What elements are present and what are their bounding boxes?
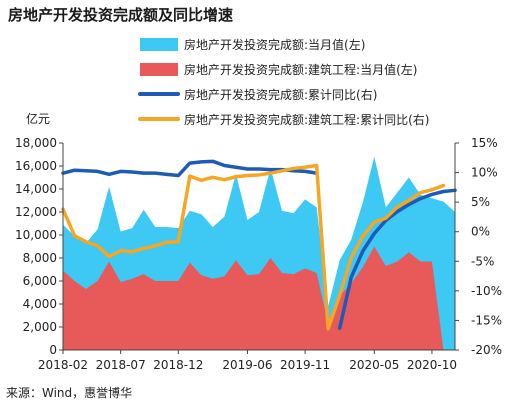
source-note: 来源：Wind，惠誉博华 bbox=[6, 386, 133, 400]
x-tick-label: 2019-06 bbox=[222, 358, 272, 372]
left-tick-label: 6,000 bbox=[23, 274, 57, 288]
legend-swatch-2 bbox=[140, 63, 178, 76]
left-tick-label: 16,000 bbox=[15, 159, 57, 173]
axes-group: 0 2,000 4,000 6,000 8,000 10,000 12,000 14,000 1… bbox=[15, 136, 502, 372]
left-tick-label: 0 bbox=[49, 343, 57, 357]
x-tick-label: 2019-11 bbox=[280, 358, 330, 372]
right-tick-label: 5% bbox=[471, 195, 490, 209]
line-series-1 bbox=[61, 159, 457, 330]
right-tick-label: -5% bbox=[471, 254, 494, 268]
legend-label-3: 房地产开发投资完成额:累计同比(右) bbox=[184, 87, 377, 102]
x-tick-label: 2020-10 bbox=[407, 358, 457, 372]
left-tick-label: 8,000 bbox=[23, 251, 57, 265]
x-tick-label: 2020-05 bbox=[349, 358, 399, 372]
right-tick-label: 15% bbox=[471, 136, 498, 150]
left-tick-label: 4,000 bbox=[23, 297, 57, 311]
x-tick-label: 2018-07 bbox=[96, 358, 146, 372]
chart-title: 房地产开发投资完成额及同比增速 bbox=[8, 6, 234, 24]
legend-label-2: 房地产开发投资完成额:建筑工程:当月值(左) bbox=[184, 62, 417, 77]
left-tick-label: 14,000 bbox=[15, 182, 57, 196]
legend-label-1: 房地产开发投资完成额:当月值(左) bbox=[184, 37, 365, 52]
left-tick-label: 2,000 bbox=[23, 320, 57, 334]
right-tick-label: -10% bbox=[471, 284, 502, 298]
line-series-2 bbox=[61, 163, 446, 331]
legend-label-4: 房地产开发投资完成额:建筑工程:累计同比(右) bbox=[184, 112, 429, 127]
x-tick-label: 2018-12 bbox=[153, 358, 203, 372]
left-axis-unit: 亿元 bbox=[26, 112, 51, 126]
area-series-group bbox=[63, 156, 455, 350]
line-series-group bbox=[61, 159, 457, 331]
left-tick-label: 10,000 bbox=[15, 228, 57, 242]
legend: 房地产开发投资完成额:当月值(左) 房地产开发投资完成额:建筑工程:当月值(左) 房… bbox=[138, 37, 429, 127]
left-tick-label: 12,000 bbox=[15, 205, 57, 219]
right-tick-label: 0% bbox=[471, 225, 490, 239]
x-tick-label: 2018-02 bbox=[38, 358, 88, 372]
legend-swatch-1 bbox=[140, 38, 178, 51]
area-series-2 bbox=[63, 246, 455, 350]
left-tick-label: 18,000 bbox=[15, 136, 57, 150]
right-tick-label: -20% bbox=[471, 343, 502, 357]
right-tick-label: 10% bbox=[471, 166, 498, 180]
right-tick-label: -15% bbox=[471, 313, 502, 327]
